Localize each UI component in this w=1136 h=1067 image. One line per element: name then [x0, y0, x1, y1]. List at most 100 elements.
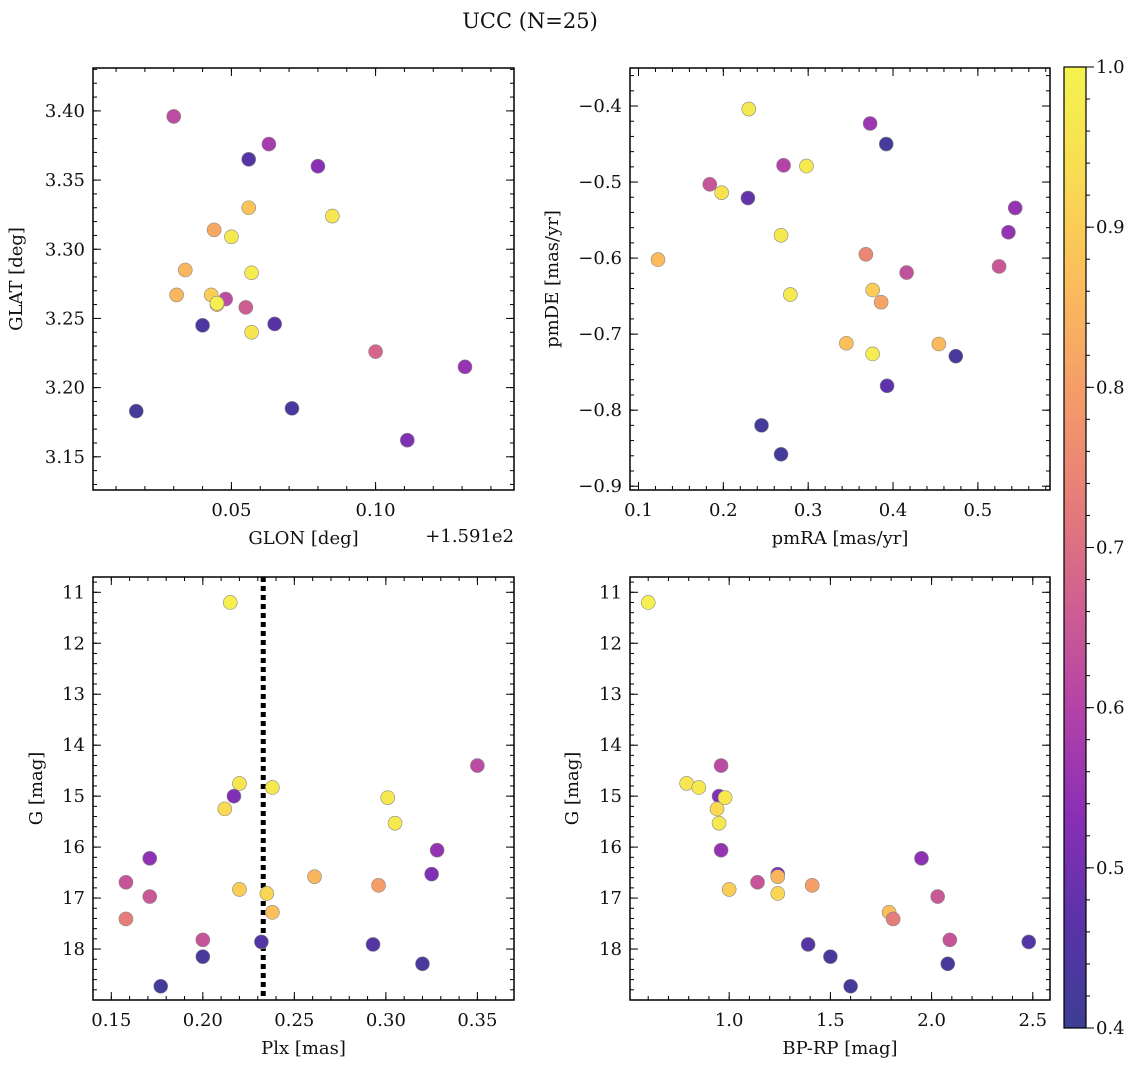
data-point: [865, 282, 880, 298]
data-point: [265, 905, 280, 920]
data-point: [839, 335, 854, 351]
x-tick-label: 0.20: [183, 1010, 223, 1031]
axes-frame: [629, 576, 1051, 1001]
data-point: [709, 801, 725, 817]
y-tick-label: 15: [62, 786, 85, 807]
y-tick-label: 3.35: [45, 170, 85, 191]
x-tick-label: 0.5: [964, 500, 993, 521]
data-point: [741, 101, 757, 117]
x-tick-label: 1.5: [816, 1010, 845, 1031]
data-point: [284, 401, 300, 416]
data-point: [783, 287, 798, 302]
colorbar-tick-label: 1.0: [1096, 57, 1125, 78]
data-point: [878, 136, 894, 152]
data-point: [195, 318, 210, 333]
data-point: [365, 937, 381, 952]
plot-area: [93, 577, 514, 1000]
data-point: [241, 152, 257, 167]
x-tick-label: 0.10: [356, 500, 396, 521]
data-point: [261, 136, 277, 152]
panel-parallax-magnitude: 0.15 0.20 0.25 0.30 0.35 11 12 13 14 15 16 17 18 Plx …: [26, 576, 515, 1059]
y-tick-label: 18: [62, 939, 85, 960]
data-point: [142, 851, 158, 866]
x-axis-label: GLON [deg]: [248, 528, 358, 549]
x-tick-label: 2.5: [1018, 1010, 1047, 1031]
data-point: [244, 265, 259, 281]
x-tick-label: 0.25: [274, 1010, 314, 1031]
data-point: [457, 359, 473, 375]
data-point: [307, 869, 322, 884]
data-point: [914, 851, 929, 866]
data-point: [153, 978, 169, 994]
axis-offset-text: +1.591e2: [425, 526, 514, 547]
x-tick-label: 0.05: [211, 500, 251, 521]
data-point: [254, 934, 269, 950]
y-axis-label: pmDE [mas/yr]: [542, 210, 563, 348]
data-point: [118, 911, 134, 927]
data-point: [209, 295, 225, 311]
colorbar-tick-label: 0.4: [1096, 1018, 1125, 1039]
y-tick-label: 17: [62, 888, 85, 909]
y-tick-label: 18: [599, 939, 622, 960]
y-tick-label: −0.6: [578, 248, 622, 269]
data-point: [714, 185, 729, 200]
colorbar: 0.4 0.5 0.6 0.7 0.8 0.9 1.0: [1063, 57, 1125, 1039]
data-point: [754, 418, 769, 433]
data-point: [166, 109, 182, 124]
plot-area: [630, 68, 1050, 490]
data-point: [858, 246, 874, 262]
panel-glon-glat: 0.05 0.10 3.15 3.20 3.25 3.30 3.35 3.40 GLON [de…: [6, 67, 515, 549]
colorbar-tick-label: 0.9: [1096, 217, 1125, 238]
data-point: [226, 788, 242, 804]
data-point: [948, 348, 964, 364]
y-tick-label: 3.15: [45, 447, 85, 468]
x-tick-label: 0.4: [879, 500, 908, 521]
x-axis-label: pmRA [mas/yr]: [772, 528, 909, 549]
data-point: [773, 227, 789, 243]
data-point: [721, 882, 737, 897]
y-tick-label: 13: [599, 684, 622, 705]
data-point: [169, 287, 184, 303]
data-point: [823, 949, 838, 964]
data-point: [843, 978, 858, 994]
data-point: [241, 200, 257, 216]
y-tick-label: 11: [599, 582, 622, 603]
y-tick-label: 14: [599, 735, 622, 756]
data-point: [770, 886, 786, 901]
data-point: [702, 177, 718, 192]
panel-proper-motion: 0.1 0.2 0.3 0.4 0.5 −0.9 −0.8 −0.7 −0.6 −0.5 −0.4 p…: [542, 67, 1051, 549]
data-point: [1007, 200, 1023, 216]
data-point: [873, 294, 889, 310]
scatter-points: [118, 595, 485, 994]
y-tick-label: 11: [62, 582, 85, 603]
data-point: [368, 344, 383, 359]
data-point: [470, 758, 485, 773]
data-point: [325, 208, 340, 224]
scatter-points: [128, 109, 473, 448]
panel-color-magnitude: 1.0 1.5 2.0 2.5 11 12 13 14 15 16 17 18 BP-RP [mag] G…: [562, 576, 1051, 1059]
colorbar-tick-label: 0.5: [1096, 858, 1125, 879]
data-point: [118, 874, 134, 890]
data-point: [1021, 934, 1037, 950]
data-point: [862, 116, 878, 131]
data-point: [640, 595, 656, 610]
y-tick-label: 3.30: [45, 239, 85, 260]
data-point: [804, 878, 820, 893]
data-point: [930, 889, 945, 904]
y-tick-label: 16: [599, 837, 622, 858]
data-point: [770, 869, 786, 884]
data-point: [415, 956, 430, 972]
data-point: [899, 265, 914, 280]
data-point: [691, 780, 707, 795]
data-point: [865, 346, 880, 362]
data-point: [650, 252, 666, 267]
data-point: [799, 158, 814, 174]
data-point: [885, 911, 901, 927]
y-tick-label: −0.5: [578, 172, 622, 193]
data-point: [232, 776, 247, 791]
data-point: [1001, 224, 1016, 240]
data-point: [371, 878, 386, 893]
y-tick-label: −0.9: [578, 476, 622, 497]
colorbar-tick-label: 0.6: [1096, 698, 1125, 719]
